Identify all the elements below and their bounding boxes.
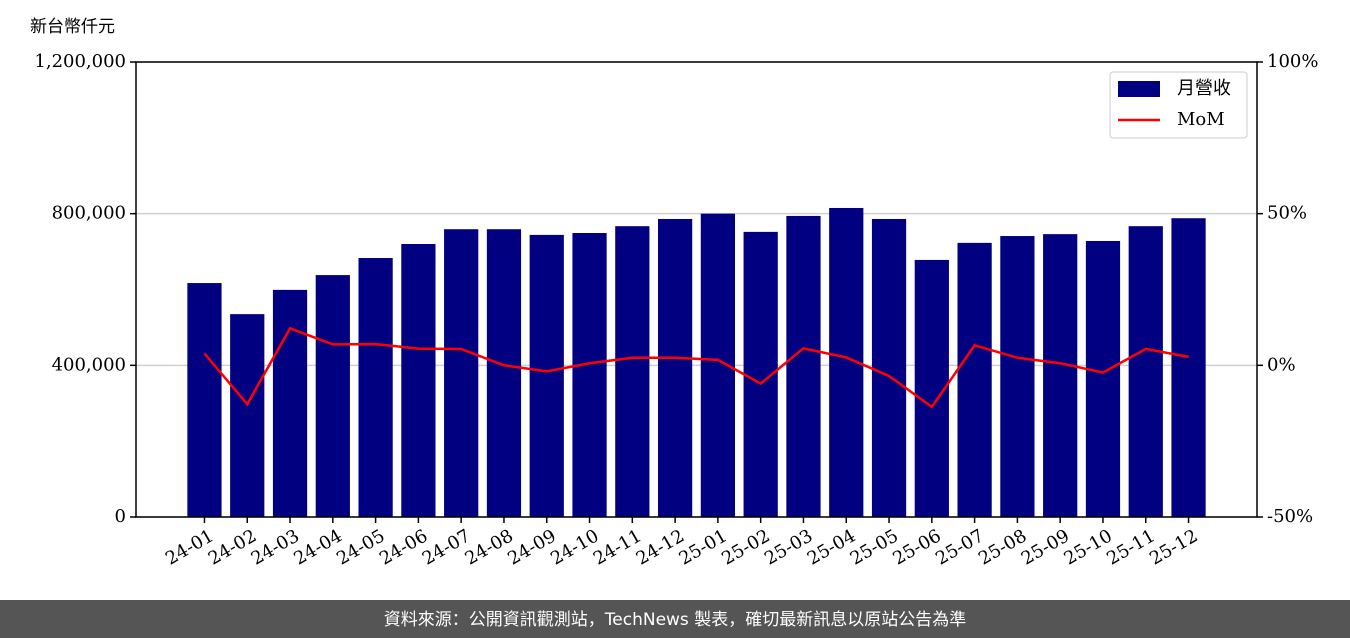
x-tick-label: 24-12 [633,525,688,569]
y2-tick-label: 50% [1267,203,1307,224]
bar [657,218,693,517]
x-tick-label: 24-07 [419,525,474,569]
y2-tick-label: 100% [1267,51,1318,72]
x-tick-label: 25-08 [975,525,1030,569]
y2-tick-label: -50% [1267,506,1313,527]
x-tick-label: 24-02 [205,525,260,569]
x-tick-label: 25-11 [1103,525,1158,569]
bar [1000,236,1035,517]
plot-frame [135,61,1258,518]
x-tick-label: 24-06 [376,525,431,569]
bar [957,242,992,518]
bar [230,314,265,517]
source-note: 資料來源：公開資訊觀測站，TechNews 製表，確切最新訊息以原站公告為準 [384,610,966,630]
y-tick-label: 400,000 [52,354,126,375]
bar [315,275,350,517]
bar [401,244,436,517]
x-tick-label: 25-07 [932,525,987,569]
bar [187,283,222,517]
x-tick-label: 24-11 [590,525,645,569]
bar [272,289,308,517]
legend-label: MoM [1177,109,1225,130]
bar [1171,218,1206,517]
x-tick-label: 24-09 [504,525,559,569]
x-tick-label: 25-06 [889,525,944,569]
bar [786,215,821,518]
bar [1043,234,1078,517]
bar [529,234,564,517]
legend: 月營收 MoM [1109,71,1248,139]
x-tick-label: 25-09 [1018,525,1073,569]
bar [615,226,650,517]
x-tick-label: 25-05 [847,525,902,569]
x-tick-label: 24-03 [248,525,303,569]
x-tick-label: 25-12 [1146,525,1201,569]
x-tick-label: 25-03 [761,525,816,569]
y2-tick-label: 0% [1267,354,1296,375]
x-tick-label: 24-04 [290,525,345,569]
bar [871,218,907,517]
x-tick-label: 25-04 [804,525,859,569]
y-tick-label: 0 [115,506,126,527]
bar [572,233,607,518]
bar [1128,226,1163,517]
x-tick-label: 25-10 [1061,525,1116,569]
x-tick-label: 25-01 [675,525,730,569]
y-tick-label: 800,000 [52,203,126,224]
bar [444,229,479,517]
y-tick-label: 1,200,000 [34,51,126,72]
legend-label: 月營收 [1177,78,1231,99]
legend-swatch [1118,81,1160,97]
x-tick-label: 24-01 [162,525,217,569]
y-axis-label: 新台幣仟元 [30,17,115,37]
x-tick-label: 24-05 [333,525,388,569]
bar [1085,240,1121,517]
footer-bar [0,600,1350,638]
mom-line [203,326,1189,409]
x-tick-label: 24-08 [462,525,517,569]
x-tick-label: 25-02 [718,525,773,569]
x-tick-label: 24-10 [547,525,602,569]
bar [486,229,522,517]
bar [358,258,393,517]
